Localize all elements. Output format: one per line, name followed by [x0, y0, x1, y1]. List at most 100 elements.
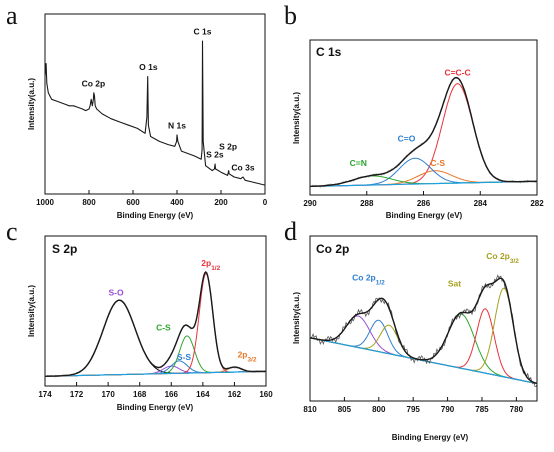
annotation-subscript: 1/2	[211, 264, 220, 271]
annotation-text: Co 2p	[82, 78, 106, 88]
annotation-text: Co 3s	[231, 163, 254, 173]
panel-b-raw-data	[309, 76, 538, 188]
panel-b-ylabel: Intensity(a.u.)	[292, 92, 301, 144]
panel-c-annotation: C-S	[156, 322, 171, 332]
annotation-text: 2p	[201, 258, 211, 268]
panel-d-xtick-label: 785	[475, 405, 489, 414]
annotation-text: C=N	[350, 158, 367, 168]
panel-a-annotation: O 1s	[139, 62, 158, 72]
panel-b-envelope	[309, 76, 537, 188]
annotation-text: S-S	[177, 352, 192, 362]
panel-d-envelope	[309, 277, 538, 385]
panel-b-component-c-c-c	[310, 83, 537, 187]
panel-b-xtick-label: 290	[303, 199, 317, 208]
panel-a-frame	[44, 13, 266, 195]
panel-a-xtick-label: 400	[170, 198, 184, 207]
panel-c-xtick-label: 174	[38, 390, 52, 399]
panel-d-title: Co 2p	[316, 242, 349, 256]
panel-d-annotation: Sat	[448, 278, 461, 288]
panel-letter-c: c	[6, 217, 18, 246]
annotation-subscript: 1/2	[376, 279, 385, 286]
panel-c-baseline	[45, 370, 266, 377]
panel-c-xlabel: Binding Energy (eV)	[117, 403, 194, 412]
panel-a: 1000 800 600 400 200 0 Co 2p O 1s N 1s C 1s S 2sS…	[27, 13, 268, 220]
panel-a-ylabel: Intensity(a.u.)	[27, 78, 36, 130]
panel-a-annotation: Co 2p	[82, 78, 106, 88]
panel-d-xtick-label: 800	[372, 405, 386, 414]
annotation-text: C=O	[398, 133, 416, 143]
panel-d-xtick-label: 790	[441, 405, 455, 414]
panel-c-xtick-label: 168	[133, 390, 147, 399]
panel-a-annotation: S 2s	[206, 150, 224, 160]
panel-a-spectrum-line	[44, 40, 266, 186]
panel-d-component-sat	[309, 313, 538, 385]
annotation-text: S-O	[108, 288, 124, 298]
panel-b-xtick-label: 288	[360, 199, 374, 208]
panel-b-annotation: C=N	[350, 158, 367, 168]
panel-d-annotation: Co 2p3/2	[486, 251, 519, 265]
annotation-text: C=C-C	[444, 67, 470, 77]
panel-b-frame	[309, 39, 538, 196]
panel-b-ticks: 290 288 286 284 282	[303, 191, 544, 208]
panel-d-xlabel: Binding Energy (eV)	[392, 433, 469, 442]
panel-d-component-sat	[309, 315, 538, 385]
annotation-text: C-S	[156, 322, 171, 332]
panel-b-title: C 1s	[316, 45, 342, 59]
panel-c-xtick-label: 172	[70, 390, 84, 399]
annotation-text: C 1s	[194, 26, 212, 36]
panel-c-xtick-label: 162	[228, 390, 242, 399]
panel-a-annotations: Co 2p O 1s N 1s C 1s S 2sS 2p Co 3s	[82, 26, 255, 172]
panel-d-xtick-label: 810	[303, 405, 317, 414]
panel-d: Co 2p 810 805 800 795 790 785 780 Co 2p1/2 SatC…	[292, 235, 538, 442]
panel-d-ticks: 810 805 800 795 790 785 780	[303, 397, 524, 414]
panel-d-annotations: Co 2p1/2 Sat Co 2p3/2	[352, 251, 519, 288]
panel-a-annotation: S 2p	[219, 142, 237, 152]
panel-a-annotation: N 1s	[168, 120, 186, 130]
panel-b-annotation: C-S	[430, 158, 445, 168]
panel-c-xtick-label: 164	[196, 390, 210, 399]
panel-a-annotation: C 1s	[194, 26, 212, 36]
annotation-text: C-S	[430, 158, 445, 168]
panel-d-component-co-2p3-2	[309, 308, 538, 385]
panel-c-ticks: 174 172 170 168 166 164 162 160	[38, 382, 273, 399]
panel-b-annotation: C=C-C	[444, 67, 470, 77]
annotation-text: O 1s	[139, 62, 158, 72]
panel-a-xlabel: Binding Energy (eV)	[117, 211, 194, 220]
panel-a-xtick-label: 1000	[36, 198, 54, 207]
panel-c-xtick-label: 170	[101, 390, 115, 399]
panel-d-component-co-2p1-2	[309, 324, 538, 385]
panel-a-xtick-label: 600	[126, 198, 140, 207]
panel-c-title: S 2p	[52, 242, 77, 256]
panel-c-annotation: S-S	[177, 352, 192, 362]
panel-c-component-s-o	[45, 299, 266, 377]
panel-a-ticks: 1000 800 600 400 200 0	[36, 190, 268, 207]
panel-c-annotation: 2p3/2	[238, 350, 257, 364]
panel-d-raw-data	[309, 274, 538, 387]
panel-c-envelope	[45, 271, 266, 377]
panel-d-ylabel: Intensity(a.u.)	[292, 292, 301, 344]
panel-b-xtick-label: 286	[417, 199, 431, 208]
panel-d-xtick-label: 795	[407, 405, 421, 414]
panel-b-annotation: C=O	[398, 133, 416, 143]
panel-b-xtick-label: 284	[474, 199, 488, 208]
panel-a-annotation: Co 3s	[231, 163, 254, 173]
panel-a-xtick-label: 800	[82, 198, 96, 207]
panel-c-annotation: S-O	[108, 288, 124, 298]
panel-b-series	[309, 76, 538, 188]
annotation-text: N 1s	[168, 120, 186, 130]
panel-letter-a: a	[6, 1, 18, 30]
panel-c-series	[44, 271, 267, 378]
panel-c-xtick-label: 166	[165, 390, 179, 399]
panel-b-baseline	[310, 180, 537, 187]
panel-c: S 2p 174 172 170 168 166 164 162 160 S-O C-S S-S 2…	[27, 235, 273, 412]
panel-letter-d: d	[284, 217, 297, 246]
panel-b-xlabel: Binding Energy (eV)	[386, 211, 463, 220]
annotation-text: 2p	[238, 350, 248, 360]
panel-c-xtick-label: 160	[259, 390, 273, 399]
panel-c-ylabel: Intensity(a.u.)	[27, 285, 36, 337]
panel-d-xtick-label: 780	[510, 405, 524, 414]
panel-d-annotation: Co 2p1/2	[352, 273, 385, 287]
